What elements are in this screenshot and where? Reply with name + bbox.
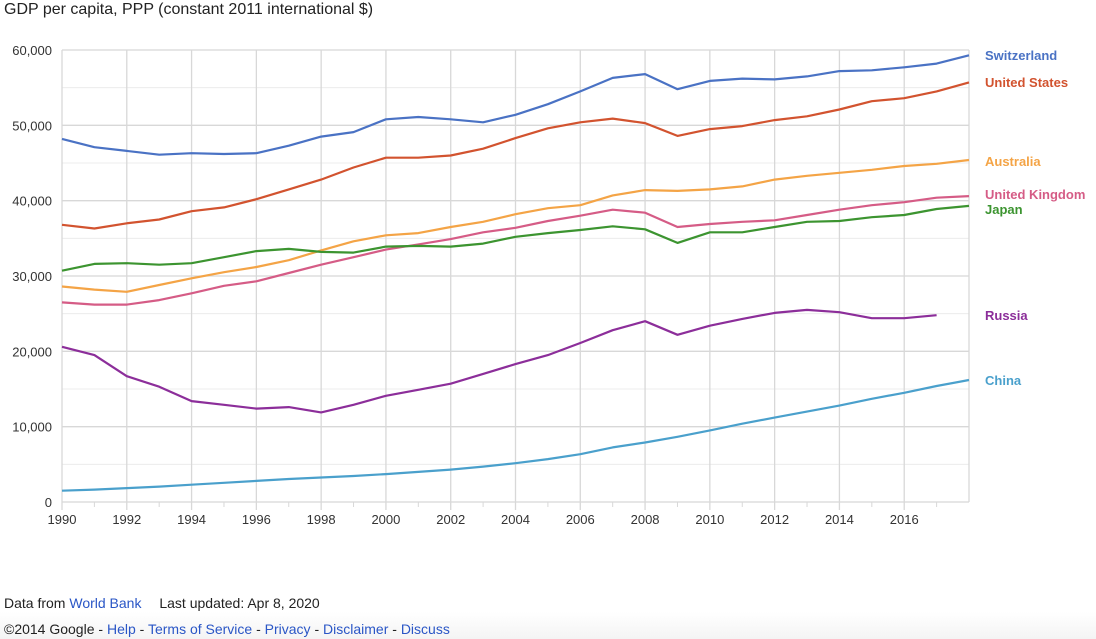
chart-title: GDP per capita, PPP (constant 2011 inter… [4,1,374,18]
x-tick-label: 2002 [436,512,465,527]
x-tick-label: 1998 [307,512,336,527]
x-tick-label: 2010 [695,512,724,527]
privacy-link[interactable]: Privacy [264,621,311,637]
x-tick-label: 2014 [825,512,854,527]
separator: - [252,621,265,637]
separator: - [94,621,107,637]
series-line-switzerland [61,54,970,156]
separator: - [388,621,401,637]
copyright: ©2014 Google [4,621,95,637]
series-label: United Kingdom [985,187,1085,202]
separator: - [310,621,324,637]
y-tick-label: 30,000 [12,269,52,284]
data-source-line: Data from World Bank Last updated: Apr 8… [4,595,320,611]
x-tick-label: 1994 [177,512,206,527]
x-tick-label: 2004 [501,512,530,527]
x-tick-label: 1992 [112,512,141,527]
footer-background [0,612,1096,639]
series-label: Russia [985,308,1028,323]
x-tick-label: 2016 [890,512,919,527]
x-tick-label: 2008 [631,512,660,527]
data-from-label: Data from [4,595,66,611]
discuss-link[interactable]: Discuss [400,621,450,637]
disclaimer-link[interactable]: Disclaimer [323,621,389,637]
y-tick-label: 40,000 [12,194,52,209]
line-chart: 1990 1992 1994 1996 1998 2000 2002 2004 2006 2008… [12,43,1085,527]
x-tick-label: 1996 [242,512,271,527]
separator: - [135,621,148,637]
series-line-australia [61,158,970,293]
last-updated: Last updated: Apr 8, 2020 [159,595,320,611]
series-line-united-kingdom [61,195,970,306]
series-label: Australia [985,154,1041,169]
footer-links: ©2014 Google - Help - Terms of Service -… [4,621,450,637]
y-tick-label: 20,000 [12,344,52,359]
series-line-united-states [61,81,970,230]
y-tick-label: 0 [45,495,52,510]
world-bank-link[interactable]: World Bank [69,595,142,611]
series-label: United States [985,75,1068,90]
series-label: Switzerland [985,48,1057,63]
terms-link[interactable]: Terms of Service [147,621,253,637]
series-line-japan [61,204,970,272]
x-tick-label: 2000 [371,512,400,527]
series-label: China [985,373,1022,388]
help-link[interactable]: Help [106,621,136,637]
x-tick-label: 2006 [566,512,595,527]
y-tick-label: 60,000 [12,43,52,58]
x-tick-label: 1990 [48,512,77,527]
series-label: Japan [985,202,1023,217]
y-tick-label: 50,000 [12,118,52,133]
series-line-russia [61,308,937,414]
y-tick-label: 10,000 [12,420,52,435]
x-tick-label: 2012 [760,512,789,527]
